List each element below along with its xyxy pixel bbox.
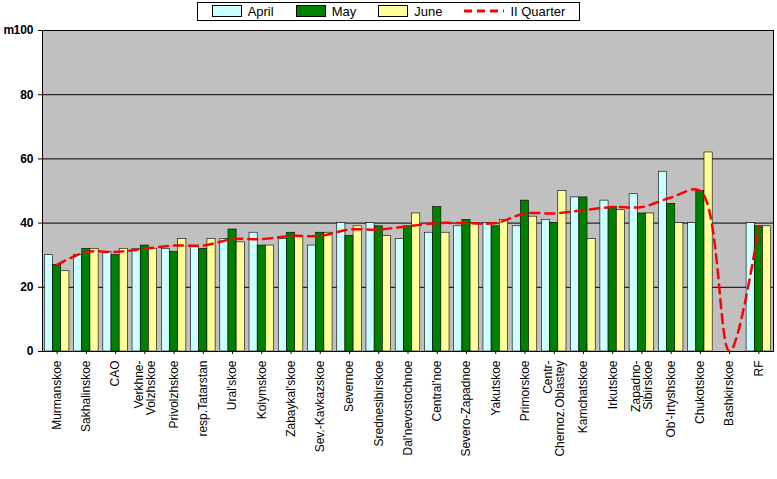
svg-text:Central'noe: Central'noe [430, 360, 444, 421]
html-text:June: June [414, 3, 443, 19]
svg-text:Irkutskoe: Irkutskoe [606, 360, 620, 409]
svg-text:Srednesibirskoe: Srednesibirskoe [372, 360, 386, 446]
svg-text:Kolymskoe: Kolymskoe [255, 360, 269, 419]
svg-text:Bashkirskoe: Bashkirskoe [722, 360, 736, 426]
svg-text:Chukotskoe: Chukotskoe [693, 360, 707, 424]
svg-text:Zapadno-Sibirskoe: Zapadno-Sibirskoe [629, 360, 655, 412]
svg-text:RF: RF [752, 361, 766, 377]
svg-text:resp.Tatarstan: resp.Tatarstan [196, 361, 210, 437]
svg-text:Sakhalinskoe: Sakhalinskoe [79, 360, 93, 432]
svg-text:80: 80 [20, 88, 34, 102]
svg-text:Kamchatskoe: Kamchatskoe [576, 360, 590, 433]
svg-text:Murmanskoe: Murmanskoe [50, 360, 64, 430]
html-text:May: May [331, 3, 357, 19]
svg-text:Zabaykal'skoe: Zabaykal'skoe [284, 360, 298, 437]
svg-text:Primorskoe: Primorskoe [518, 360, 532, 421]
svg-text:Ob'-Irtyshskoe: Ob'-Irtyshskoe [664, 360, 678, 437]
svg-text:100: 100 [13, 23, 33, 37]
svg-text:Yakutskoe: Yakutskoe [489, 360, 503, 415]
html-text:II Quarter: II Quarter [510, 3, 566, 19]
svg-text:CAO: CAO [108, 361, 122, 387]
html-text:April: April [247, 3, 274, 19]
svg-text:Severo-Zapadnoe: Severo-Zapadnoe [459, 360, 473, 456]
svg-text:40: 40 [20, 216, 34, 230]
svg-text:0: 0 [27, 344, 34, 358]
svg-text:Verkhne-Volzhskoe: Verkhne-Volzhskoe [132, 360, 158, 415]
svg-text:60: 60 [20, 152, 34, 166]
svg-text:Severnoe: Severnoe [342, 360, 356, 412]
svg-text:20: 20 [20, 280, 34, 294]
svg-text:Privolzhskoe: Privolzhskoe [167, 360, 181, 428]
svg-text:Centr-Chernoz.Oblastey: Centr-Chernoz.Oblastey [541, 361, 567, 457]
svg-text:Ural'skoe: Ural'skoe [225, 360, 239, 410]
svg-text:Sev.-Kavkazskoe: Sev.-Kavkazskoe [313, 360, 327, 452]
svg-text:m: m [4, 23, 15, 37]
svg-text:Dal'nevostochnoe: Dal'nevostochnoe [401, 360, 415, 455]
